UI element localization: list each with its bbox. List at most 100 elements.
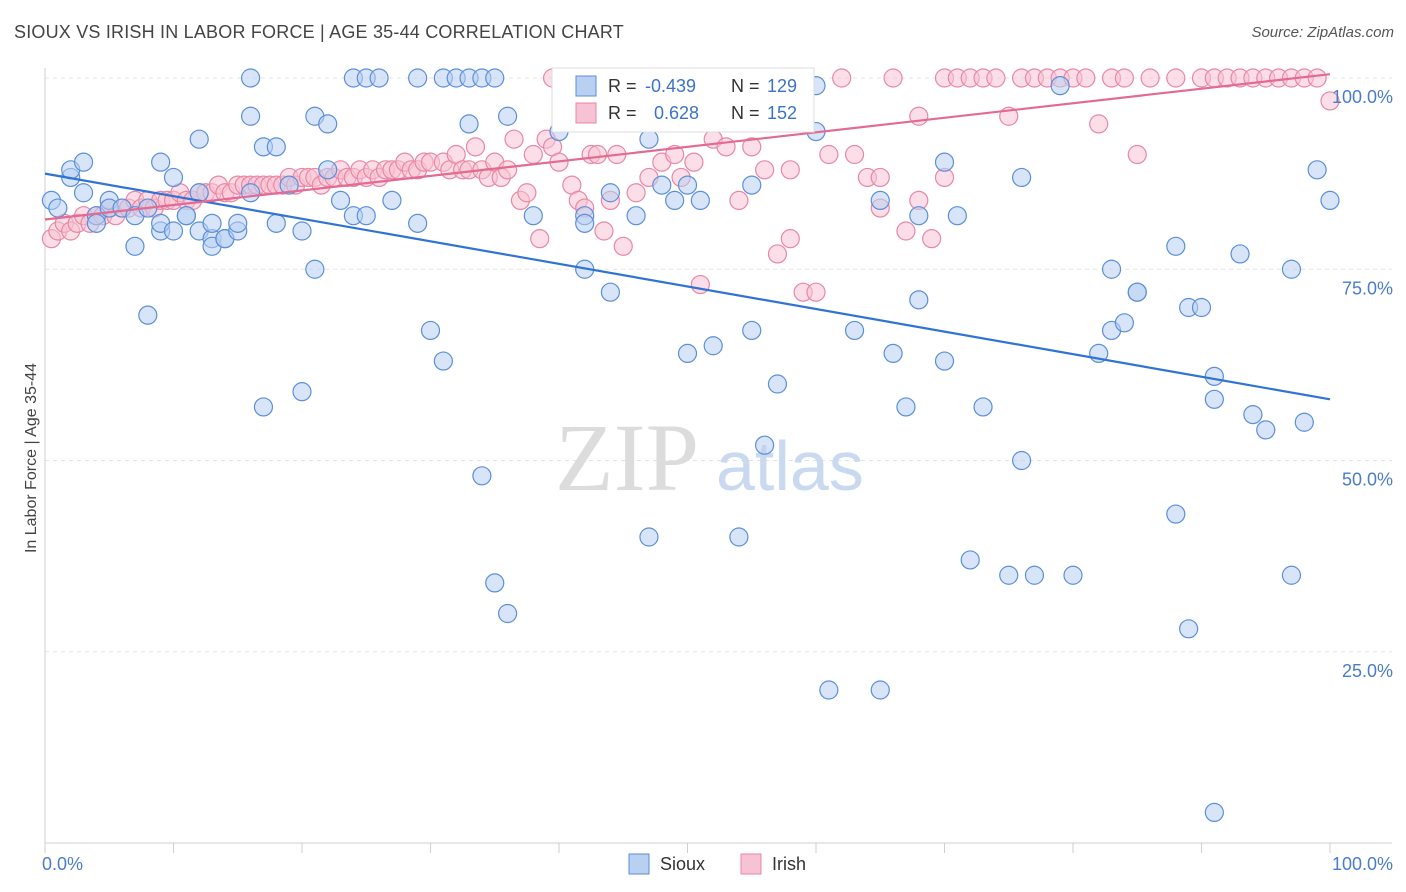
sioux-bottom-swatch (628, 853, 650, 875)
sioux-point-98 (934, 152, 955, 172)
sioux-point-1 (48, 198, 68, 218)
sioux-point-66 (498, 106, 518, 126)
sioux-point-55 (420, 320, 441, 341)
sioux-point-19 (163, 167, 184, 188)
watermark-atlas: atlas (716, 427, 864, 505)
sioux-point-14 (138, 305, 158, 325)
sioux-point-123 (1243, 405, 1263, 425)
sioux-point-91 (844, 320, 865, 341)
sioux-point-126 (1281, 259, 1302, 279)
irish-point-112 (883, 68, 903, 88)
sioux-point-62 (472, 466, 492, 486)
watermark-zip: ZIP (555, 404, 699, 511)
irish-point-116 (922, 229, 942, 249)
sioux-point-122 (1230, 244, 1250, 264)
sioux-point-11 (125, 236, 145, 256)
sioux-point-37 (266, 137, 286, 157)
irish-point-103 (780, 160, 800, 180)
y-tick-labels: 100.0% 75.0% 50.0% 25.0% (1332, 87, 1393, 681)
irish-point-74 (523, 144, 543, 165)
sioux-point-34 (241, 106, 261, 126)
irish-point-101 (767, 244, 788, 264)
sioux-point-120 (1204, 366, 1224, 386)
sioux-point-80 (677, 343, 698, 363)
sioux-n-label: N = (731, 76, 760, 96)
stats-legend: R = -0.439 N = 129 R = 0.628 N = 152 (551, 67, 815, 133)
sioux-trend-line (44, 172, 1331, 401)
sioux-point-128 (1307, 160, 1327, 180)
irish-n-label: N = (731, 103, 760, 123)
sioux-point-72 (600, 282, 621, 302)
sioux-point-104 (1011, 167, 1032, 188)
irish-point-65 (465, 137, 486, 157)
sioux-point-102 (973, 397, 993, 417)
source-credit: Source: ZipAtlas.com (1251, 24, 1394, 41)
sioux-point-103 (999, 565, 1019, 585)
sioux-point-99 (934, 351, 955, 371)
sioux-point-65 (498, 603, 518, 624)
irish-point-73 (517, 183, 537, 203)
irish-bottom-swatch (740, 853, 762, 875)
x-tick-labels: 0.0% 100.0% (42, 854, 1393, 874)
sioux-point-79 (677, 175, 698, 195)
grid-lines (45, 77, 1392, 653)
sioux-point-117 (1179, 619, 1199, 639)
irish-legend-label: Irish (772, 854, 806, 874)
irish-point-110 (870, 167, 890, 188)
y-tick-label-3: 25.0% (1342, 661, 1393, 681)
sioux-point-121 (1204, 389, 1224, 409)
irish-point-75 (530, 229, 550, 249)
chart-title: SIOUX VS IRISH IN LABOR FORCE | AGE 35-4… (14, 22, 624, 42)
sioux-point-76 (639, 129, 659, 149)
irish-point-71 (504, 129, 524, 149)
sioux-point-41 (292, 382, 312, 402)
sioux-point-115 (1166, 504, 1186, 524)
irish-point-102 (780, 229, 800, 249)
sioux-point-45 (318, 160, 338, 180)
sioux-point-4 (73, 183, 94, 203)
sioux-point-127 (1294, 412, 1314, 432)
sioux-point-57 (433, 351, 453, 371)
sioux-point-78 (665, 190, 685, 210)
sioux-point-96 (909, 206, 929, 226)
sioux-point-97 (909, 290, 929, 310)
irish-point-133 (1127, 144, 1147, 165)
sioux-point-95 (896, 397, 916, 417)
sioux-point-5 (73, 152, 94, 172)
sioux-point-39 (279, 175, 299, 195)
sioux-point-112 (1114, 313, 1135, 333)
irish-legend-swatch (575, 102, 597, 124)
irish-point-129 (1076, 68, 1096, 88)
sioux-r-value: -0.439 (645, 76, 696, 96)
irish-point-108 (844, 144, 865, 165)
irish-point-98 (729, 190, 749, 210)
sioux-point-21 (176, 206, 196, 226)
irish-point-146 (1320, 91, 1340, 111)
bottom-legend: Sioux Irish (628, 853, 806, 875)
sioux-point-114 (1127, 282, 1147, 302)
irish-point-88 (626, 183, 646, 203)
irish-r-value: 0.628 (654, 103, 699, 123)
sioux-point-27 (202, 213, 222, 233)
sioux-point-63 (485, 573, 505, 593)
irish-point-97 (716, 137, 736, 157)
sioux-point-51 (369, 68, 389, 88)
sioux-point-105 (1011, 450, 1032, 471)
irish-n-value: 152 (767, 103, 797, 123)
x-tick-label-1: 100.0% (1332, 854, 1393, 874)
sioux-point-18 (163, 221, 184, 241)
irish-point-106 (819, 144, 839, 165)
sioux-point-16 (151, 152, 171, 172)
irish-points (41, 68, 1340, 302)
sioux-point-87 (767, 374, 788, 394)
sioux-points (41, 68, 1340, 823)
sioux-point-130 (1204, 802, 1224, 823)
irish-trend-line (44, 73, 1331, 221)
sioux-point-119 (1191, 297, 1212, 318)
irish-point-113 (896, 221, 916, 241)
x-tick-label-0: 0.0% (42, 854, 83, 874)
sioux-point-24 (189, 129, 209, 149)
sioux-point-85 (742, 175, 762, 195)
irish-point-105 (806, 282, 826, 302)
sioux-point-101 (960, 550, 980, 570)
